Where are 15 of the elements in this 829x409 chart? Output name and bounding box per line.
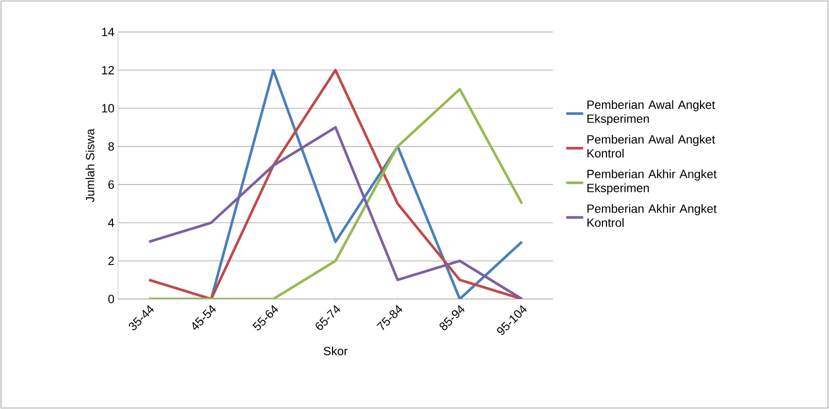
y-tick-label: 0 [108,294,114,304]
y-tick-label: 12 [102,66,114,74]
y-tick-label: 2 [108,256,114,266]
x-axis-title: Skor [324,346,348,356]
line-series [148,126,524,299]
y-tick-label: 8 [108,142,114,151]
legend-label: Pemberian Awal Angket Kontrol [587,134,716,158]
y-tick-label: 4 [108,218,114,227]
y-tick-label: 14 [102,28,114,36]
y-axis-title: Jumlah Siswa [86,128,94,202]
legend-label: Pemberian Awal Angket Eksperimen [587,100,716,126]
y-tick-label: 6 [108,180,114,189]
y-tick-label: 10 [102,104,114,113]
legend-label: Pemberian Akhir Angket Kontrol [587,204,717,227]
legend-label: Pemberian Akhir Angket Eksperimen [587,170,717,195]
